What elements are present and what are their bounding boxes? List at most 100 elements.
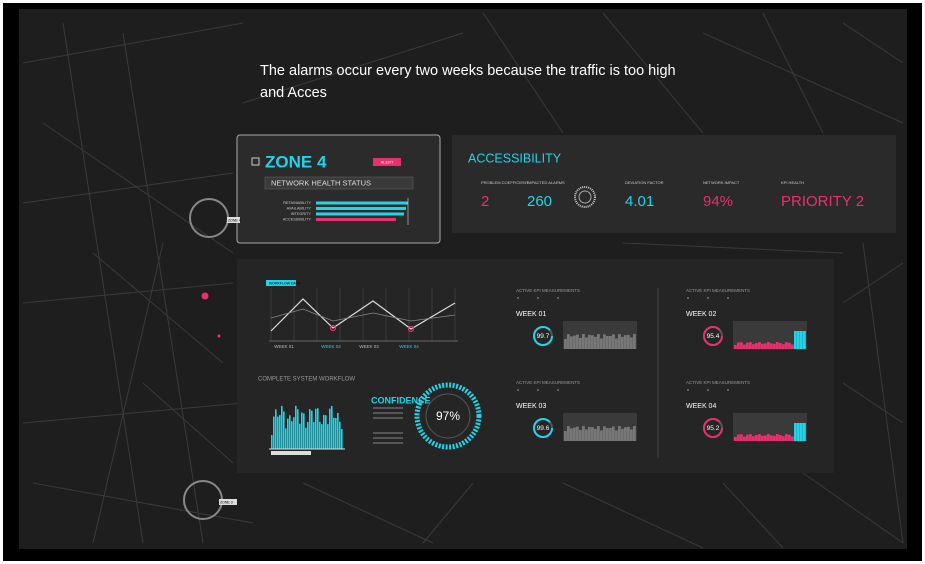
kpi-ring-arc xyxy=(533,326,553,346)
histogram-bar xyxy=(273,416,275,449)
kpi-bar xyxy=(603,334,606,349)
kpi-bar xyxy=(606,427,609,441)
dashboard: ZONE 4 ALERT NETWORK HEALTH STATUS RETAI… xyxy=(19,9,907,549)
legend-dot xyxy=(537,297,539,299)
kpi-bar xyxy=(615,338,618,349)
histogram-bar xyxy=(305,427,307,449)
histogram-bar xyxy=(283,411,285,449)
kpi-bar xyxy=(567,426,570,441)
kpi-bar xyxy=(740,342,743,349)
kpi-week: WEEK 03 xyxy=(516,403,546,410)
metric-value: 4.01 xyxy=(625,193,654,210)
road xyxy=(22,402,244,424)
metric-label: INTEGRITY xyxy=(291,212,312,216)
kpi-bar xyxy=(800,331,803,349)
workflow-histogram xyxy=(269,405,345,455)
kpi-bar xyxy=(597,334,600,349)
metric-label: NETWORK IMPACT xyxy=(703,180,740,185)
kpi-bar xyxy=(791,344,794,349)
kpi-bar xyxy=(564,431,567,441)
legend-dot xyxy=(557,297,559,299)
legend-dot xyxy=(727,297,729,299)
road xyxy=(722,482,784,549)
kpi-bar xyxy=(746,434,749,441)
kpi-bar xyxy=(770,435,773,441)
road xyxy=(622,242,844,254)
road xyxy=(842,22,904,64)
kpi-bar xyxy=(609,427,612,441)
histogram-bar xyxy=(333,417,335,449)
metric-bar xyxy=(316,201,408,205)
histogram-bar xyxy=(275,409,277,449)
confidence-gauge-inner xyxy=(425,393,471,439)
kpi-bar xyxy=(633,426,636,441)
road xyxy=(802,472,904,544)
confidence-gauge xyxy=(414,382,482,450)
kpi-bar xyxy=(764,343,767,349)
road xyxy=(122,32,204,544)
histogram-bar xyxy=(281,405,283,449)
alarm-dot xyxy=(201,292,209,300)
metric-label: DEVIATION FACTOR xyxy=(625,180,664,185)
kpi-bar xyxy=(752,436,755,441)
legend-dot xyxy=(687,389,689,391)
kpi-bar xyxy=(609,335,612,349)
histogram-footer xyxy=(271,451,311,455)
histogram-bar xyxy=(335,417,337,449)
kpi-bar xyxy=(743,344,746,349)
histogram-bar xyxy=(321,424,323,449)
ring-icon xyxy=(574,186,596,208)
metric-value: PRIORITY 2 xyxy=(781,193,864,210)
histogram-bar xyxy=(319,421,321,449)
histogram-bar xyxy=(329,408,331,449)
zone-badge xyxy=(373,158,401,166)
kpi-bar xyxy=(761,435,764,441)
histogram-bar xyxy=(289,415,291,449)
kpi-bar xyxy=(573,427,576,441)
kpi-bar xyxy=(797,331,800,349)
kpi-bar xyxy=(576,426,579,441)
histogram-bar xyxy=(277,416,279,449)
kpi-bar xyxy=(600,338,603,349)
kpi-bar xyxy=(600,430,603,441)
kpi-bar xyxy=(785,434,788,441)
week-label: WEEK 01 xyxy=(274,344,294,349)
kpi-bar xyxy=(588,426,591,441)
zone-status: NETWORK HEALTH STATUS xyxy=(271,178,371,187)
kpi-bar xyxy=(782,436,785,441)
kpi-panels: ACTIVE KPI MEASUREMENTS WEEK 01 99.7 ACTIVE… xyxy=(516,288,807,441)
kpi-bar xyxy=(627,426,630,441)
kpi-title: ACTIVE KPI MEASUREMENTS xyxy=(516,288,580,293)
accessibility-metrics: PROBLEM COEFFICIENT 2 IMPACTED ALARMS 260 DE… xyxy=(481,180,864,210)
kpi-bar xyxy=(791,436,794,441)
kpi-bar xyxy=(788,434,791,441)
histogram-bar xyxy=(285,428,287,449)
histogram-bar xyxy=(331,405,333,449)
kpi-bar xyxy=(767,434,770,441)
kpi-bar xyxy=(773,343,776,349)
metric-bar xyxy=(316,207,406,210)
kpi-bar xyxy=(585,337,588,349)
metric-label: ACCESSIBILITY xyxy=(283,218,312,222)
metric-value: 260 xyxy=(527,193,552,210)
road xyxy=(602,12,704,134)
kpi-title: ACTIVE KPI MEASUREMENTS xyxy=(516,380,580,385)
workflow-badge: WORKFLOW DATA xyxy=(269,281,300,285)
kpi-bar xyxy=(743,436,746,441)
histogram-bar xyxy=(339,421,341,449)
kpi-bar xyxy=(770,343,773,349)
kpi-bar xyxy=(624,335,627,349)
road xyxy=(762,12,824,134)
metric-value: 2 xyxy=(481,193,489,210)
kpi-bar xyxy=(573,335,576,349)
road xyxy=(92,252,224,364)
kpi-bar xyxy=(567,334,570,349)
kpi-bar xyxy=(591,335,594,349)
metric-label: RETAINABILITY xyxy=(283,201,311,205)
kpi-week: WEEK 01 xyxy=(516,311,546,318)
system-title: COMPLETE SYSTEM WORKFLOW xyxy=(258,377,355,383)
kpi-bar xyxy=(588,334,591,349)
histogram-bar xyxy=(291,421,293,449)
road xyxy=(32,482,254,524)
headline: The alarms occur every two weeks because… xyxy=(260,63,676,101)
